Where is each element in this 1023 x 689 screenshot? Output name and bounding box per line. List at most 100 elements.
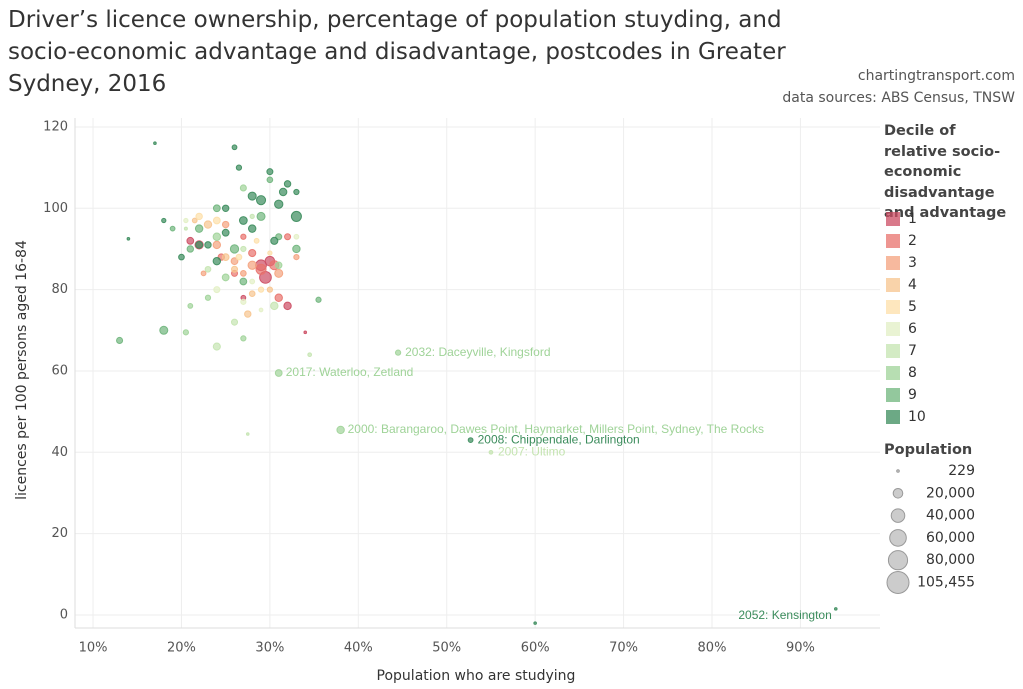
legend-label: 9: [908, 387, 917, 403]
point: [230, 265, 239, 273]
legend-label: 8: [908, 365, 917, 381]
point: [274, 199, 284, 209]
point: [212, 256, 222, 266]
point: [274, 268, 284, 278]
point: [204, 265, 212, 273]
x-axis-title: Population who are studying: [377, 668, 576, 684]
point: [244, 310, 252, 318]
point: [266, 168, 274, 176]
point: [258, 307, 264, 313]
point: [256, 211, 266, 221]
legend-swatch: [886, 256, 900, 270]
point: [213, 286, 221, 294]
point: [278, 187, 288, 197]
point: [240, 298, 247, 305]
size-legend-label: 20,000: [926, 485, 975, 501]
point: [248, 248, 257, 258]
point: [270, 301, 279, 311]
point: [467, 437, 474, 444]
size-legend-circle: [892, 488, 904, 499]
point: [186, 245, 195, 253]
point: [336, 425, 345, 435]
chart-title: Driver’s licence ownership, percentage o…: [8, 7, 786, 97]
point: [159, 325, 169, 335]
point: [221, 204, 230, 213]
size-legend-circle: [890, 508, 906, 523]
point-label: 2008: Chippendale, Darlington: [478, 432, 640, 446]
x-tick-label: 90%: [786, 641, 815, 656]
point: [274, 369, 283, 377]
source: chartingtransport.com: [857, 68, 1015, 84]
x-tick-label: 70%: [609, 641, 638, 656]
size-legend-label: 105,455: [917, 575, 975, 591]
point: [283, 301, 292, 311]
size-legend-label: 40,000: [926, 508, 975, 524]
point: [212, 232, 222, 241]
y-tick-label: 100: [43, 201, 68, 216]
legend-title: Decile of relative socio-economic disadv…: [884, 123, 1007, 221]
point: [238, 216, 248, 225]
point: [533, 621, 537, 625]
point: [183, 217, 189, 224]
size-legend-title: Population: [884, 442, 972, 458]
point: [255, 263, 267, 275]
point: [275, 261, 283, 269]
size-legend-circle: [886, 571, 910, 594]
point: [274, 293, 283, 302]
point: [212, 342, 221, 351]
point: [153, 141, 157, 146]
point: [293, 253, 300, 261]
point: [195, 241, 204, 249]
point: [270, 236, 279, 245]
legend-swatch: [886, 278, 900, 292]
point: [187, 302, 194, 309]
x-tick-label: 80%: [698, 641, 727, 656]
size-legend-circle: [889, 529, 907, 547]
point: [239, 277, 248, 286]
point-label: 2000: Barangaroo, Dawes Point, Haymarket…: [348, 422, 764, 436]
x-tick-label: 30%: [255, 641, 284, 656]
legend-swatch: [886, 410, 900, 424]
legend-swatch: [886, 366, 900, 380]
point: [239, 184, 247, 192]
point: [293, 233, 300, 240]
x-tick-label: 60%: [521, 641, 550, 656]
legend-label: 1: [908, 211, 917, 227]
point: [293, 188, 300, 196]
x-tick-label: 10%: [79, 641, 108, 656]
point: [240, 245, 247, 253]
point: [488, 449, 494, 455]
point: [284, 233, 292, 241]
point: [303, 330, 308, 335]
y-tick-label: 60: [51, 363, 68, 378]
point: [255, 195, 267, 206]
size-legend-circle: [887, 550, 909, 571]
point: [247, 191, 257, 201]
legend-swatch: [886, 322, 900, 336]
y-tick-label: 0: [60, 607, 68, 622]
point: [253, 237, 260, 244]
point: [240, 233, 247, 240]
legend-swatch: [886, 234, 900, 248]
point: [315, 296, 322, 303]
y-tick-label: 40: [51, 445, 68, 460]
point: [257, 286, 265, 293]
point: [292, 244, 301, 254]
point: [248, 290, 256, 298]
point-label: 2007: Ultimo: [498, 444, 566, 458]
point: [266, 286, 274, 293]
legend-label: 3: [908, 255, 917, 271]
point: [212, 240, 222, 250]
x-tick-label: 40%: [344, 641, 373, 656]
legend-swatch: [886, 344, 900, 358]
point: [212, 216, 221, 225]
legend-label: 5: [908, 299, 917, 315]
point-label: 2032: Daceyville, Kingsford: [405, 345, 550, 359]
legend-swatch: [886, 300, 900, 314]
point: [203, 220, 213, 229]
point: [194, 224, 204, 233]
point: [235, 164, 243, 171]
point: [126, 236, 131, 241]
